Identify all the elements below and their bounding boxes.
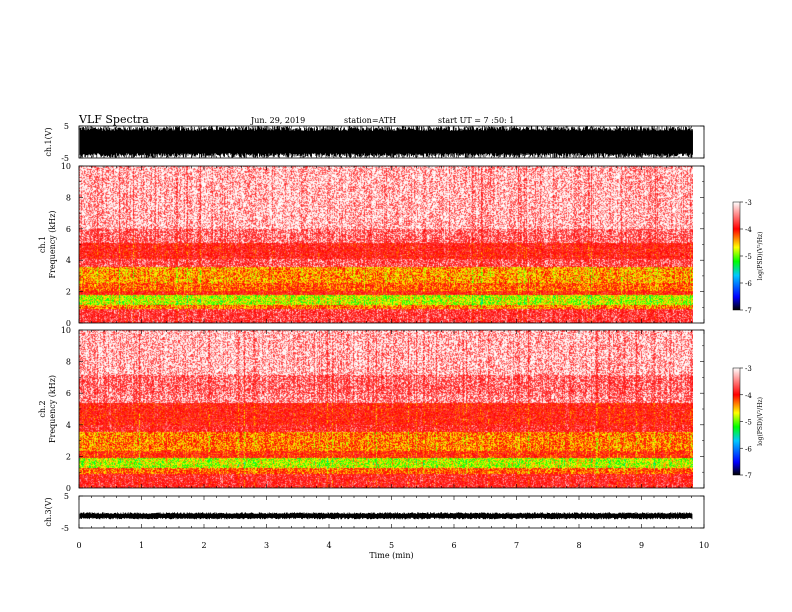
x-tick-label: 4 <box>326 541 331 550</box>
colorbar-tick-label: -5 <box>745 253 752 261</box>
y-tick-label: -5 <box>61 524 69 533</box>
y-tick-label: -5 <box>61 154 69 163</box>
y-tick-label: 6 <box>66 389 71 398</box>
y-axis-label-frequency: Frequency (kHz) <box>48 210 57 278</box>
colorbar-scale <box>732 201 741 311</box>
colorbar-tick-label: -3 <box>745 365 752 373</box>
colorbar-tick-label: -6 <box>745 280 752 288</box>
colorbar-scale <box>732 367 741 476</box>
y-tick-label: 4 <box>66 256 71 265</box>
x-tick-label: 1 <box>139 541 144 550</box>
y-tick-label: 6 <box>66 225 71 234</box>
figure-start-time: start UT = 7 :50: 1 <box>438 116 514 125</box>
colorbar-tick-label: -5 <box>745 419 752 427</box>
colorbar-tick-label: -6 <box>745 445 752 453</box>
x-tick-label: 6 <box>451 541 456 550</box>
y-tick-label: 0 <box>66 319 71 328</box>
y-tick-label: 8 <box>66 358 71 367</box>
x-tick-label: 7 <box>514 541 519 550</box>
y-axis-label-channel: ch.2 <box>38 400 47 417</box>
y-axis-label-channel: ch.1 <box>38 236 47 253</box>
x-tick-label: 9 <box>639 541 644 550</box>
x-tick-label: 5 <box>389 541 394 550</box>
x-tick-label: 2 <box>201 541 206 550</box>
x-axis-label: Time (min) <box>369 551 413 560</box>
colorbar-tick-label: -3 <box>745 199 752 207</box>
colorbar-ch2: -3 -4 -5 -6 -7 log(PSD)(V²/Hz) <box>732 365 764 480</box>
y-axis-label: ch.1(V) <box>44 127 53 156</box>
colorbar-label: log(PSD)(V²/Hz) <box>757 232 764 281</box>
y-axis-label-frequency: Frequency (kHz) <box>48 375 57 443</box>
colorbar-tick-label: -4 <box>745 226 752 234</box>
figure-date: Jun. 29, 2019 <box>250 116 305 125</box>
y-tick-label: 2 <box>66 452 71 461</box>
y-tick-label: 4 <box>66 421 71 430</box>
ch1-waveform-panel: 5 -5 ch.1(V) <box>44 122 705 163</box>
x-tick-label: 3 <box>264 541 269 550</box>
y-tick-label: 5 <box>64 122 69 131</box>
spectrogram-image <box>79 330 693 488</box>
figure-station: station=ATH <box>344 116 396 125</box>
y-tick-label: 2 <box>66 288 71 297</box>
ch2-spectrogram-panel: 0 2 4 6 8 10 ch.2 Frequency (kHz) <box>38 326 705 493</box>
colorbar-ch1: -3 -4 -5 -6 -7 log(PSD)(V²/Hz) <box>732 199 764 315</box>
ch3-trace <box>79 512 693 520</box>
x-tick-label: 0 <box>76 541 81 550</box>
ch1-trace-core <box>80 133 693 151</box>
panel-3-frame <box>78 495 705 529</box>
time-axis: 0 1 2 3 4 5 6 7 8 9 10 Time (min) <box>76 541 709 560</box>
colorbar-tick-label: -4 <box>745 392 752 400</box>
ch1-spectrogram-panel: 0 2 4 6 8 10 ch.1 Frequency (kHz) <box>38 162 705 328</box>
figure-title: VLF Spectra <box>78 113 149 126</box>
spectrogram-image <box>79 166 693 323</box>
y-tick-label: 10 <box>61 162 71 171</box>
y-tick-label: 10 <box>61 326 71 335</box>
ch3-waveform-panel: 5 -5 ch.3(V) <box>44 492 705 533</box>
y-axis-label: ch.3(V) <box>44 497 53 526</box>
colorbar-tick-label: -7 <box>745 307 752 315</box>
colorbar-tick-label: -7 <box>745 472 752 480</box>
y-tick-label: 8 <box>66 193 71 202</box>
x-tick-label: 8 <box>576 541 581 550</box>
x-tick-label: 10 <box>699 541 709 550</box>
y-tick-label: 0 <box>66 484 71 493</box>
y-tick-label: 5 <box>64 492 69 501</box>
colorbar-label: log(PSD)(V²/Hz) <box>757 397 764 446</box>
